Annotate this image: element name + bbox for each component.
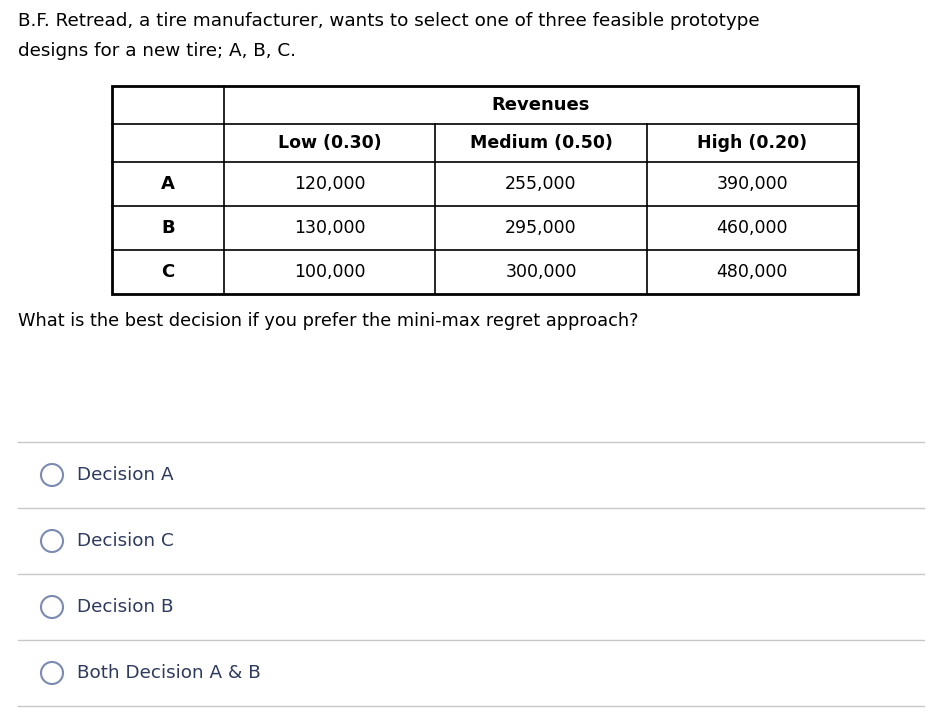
Text: A: A: [161, 175, 175, 193]
Text: 255,000: 255,000: [505, 175, 577, 193]
Text: 100,000: 100,000: [294, 263, 365, 281]
Text: 120,000: 120,000: [294, 175, 365, 193]
Text: 390,000: 390,000: [717, 175, 788, 193]
Text: Both Decision A & B: Both Decision A & B: [77, 664, 261, 682]
Text: B.F. Retread, a tire manufacturer, wants to select one of three feasible prototy: B.F. Retread, a tire manufacturer, wants…: [18, 12, 759, 30]
Text: 130,000: 130,000: [294, 219, 365, 237]
Text: Revenues: Revenues: [492, 96, 591, 114]
Text: 300,000: 300,000: [505, 263, 577, 281]
Text: 480,000: 480,000: [717, 263, 788, 281]
Text: 295,000: 295,000: [505, 219, 577, 237]
Text: Low (0.30): Low (0.30): [278, 134, 382, 152]
Text: High (0.20): High (0.20): [697, 134, 807, 152]
Bar: [112, 86, 858, 294]
Text: Decision C: Decision C: [77, 532, 173, 550]
Text: Medium (0.50): Medium (0.50): [469, 134, 612, 152]
Text: B: B: [161, 219, 175, 237]
Text: 460,000: 460,000: [717, 219, 788, 237]
Text: What is the best decision if you prefer the mini-max regret approach?: What is the best decision if you prefer …: [18, 312, 639, 330]
Text: designs for a new tire; A, B, C.: designs for a new tire; A, B, C.: [18, 42, 296, 60]
Text: Decision B: Decision B: [77, 598, 173, 616]
Text: C: C: [161, 263, 174, 281]
Text: Decision A: Decision A: [77, 466, 173, 484]
